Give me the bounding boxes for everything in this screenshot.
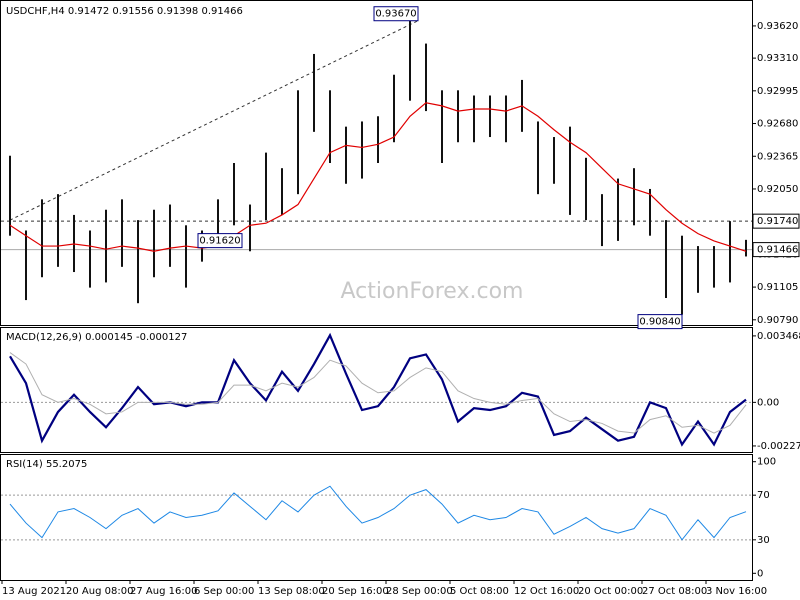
y-tick-label: 0 xyxy=(757,568,763,579)
y-tick-label: 0.91105 xyxy=(757,282,798,293)
y-tick-label: 0.93310 xyxy=(757,53,798,64)
trend-line xyxy=(9,20,419,221)
price-level-label: 0.91740 xyxy=(757,216,798,227)
y-tick-label: -0.002274 xyxy=(757,441,800,452)
annotation-box xyxy=(373,6,419,22)
x-tick-label: 27 Oct 08:00 xyxy=(642,586,707,597)
indicator-line xyxy=(9,352,747,434)
annotation-label: 0.91620 xyxy=(199,236,240,247)
x-tick-label: 13 Sep 08:00 xyxy=(258,586,325,597)
x-tick-label: 3 Nov 16:00 xyxy=(706,586,767,597)
price-level-box xyxy=(752,213,800,229)
x-tick-label: 13 Aug 2021 xyxy=(2,586,66,597)
annotation-label: 0.93670 xyxy=(375,9,416,20)
y-tick-label: 0.92680 xyxy=(757,119,798,130)
macd-panel xyxy=(0,327,753,453)
y-tick-label: 0.90790 xyxy=(757,315,798,326)
price-level-label: 0.91466 xyxy=(757,245,798,256)
y-tick-label: 70 xyxy=(757,490,770,501)
y-tick-label: 0.92995 xyxy=(757,86,798,97)
x-tick-label: 27 Aug 16:00 xyxy=(130,586,197,597)
x-tick-label: 20 Sep 16:00 xyxy=(322,586,389,597)
y-tick-label: 0.92365 xyxy=(757,151,798,162)
indicator-line xyxy=(9,332,747,447)
y-tick-label: 0.92050 xyxy=(757,184,798,195)
x-tick-label: 6 Sep 00:00 xyxy=(194,586,254,597)
annotation-box xyxy=(637,314,683,330)
x-tick-label: 28 Sep 00:00 xyxy=(386,586,453,597)
annotation-box xyxy=(197,233,243,249)
rsi-panel xyxy=(0,454,753,581)
annotation-label: 0.90840 xyxy=(639,317,680,328)
y-tick-label: 0.00 xyxy=(757,397,779,408)
indicator-line xyxy=(9,485,747,541)
x-tick-label: 20 Aug 08:00 xyxy=(66,586,133,597)
macd-title: MACD(12,26,9) 0.000145 -0.000127 xyxy=(6,332,187,343)
y-tick-label: 30 xyxy=(757,535,770,546)
rsi-title: RSI(14) 55.2075 xyxy=(6,459,87,470)
y-tick-label: 0.93620 xyxy=(757,21,798,32)
price-title: USDCHF,H4 0.91472 0.91556 0.91398 0.9146… xyxy=(6,6,243,17)
x-tick-label: 12 Oct 16:00 xyxy=(514,586,579,597)
y-tick-label: 0.003468 xyxy=(757,331,800,342)
x-tick-label: 5 Oct 08:00 xyxy=(450,586,509,597)
y-tick-label: 100 xyxy=(757,457,776,468)
moving-average xyxy=(9,102,747,252)
watermark: ActionForex.com xyxy=(341,279,524,304)
price-panel xyxy=(0,0,753,326)
x-tick-label: 20 Oct 00:00 xyxy=(578,586,643,597)
price-level-box xyxy=(752,242,800,258)
